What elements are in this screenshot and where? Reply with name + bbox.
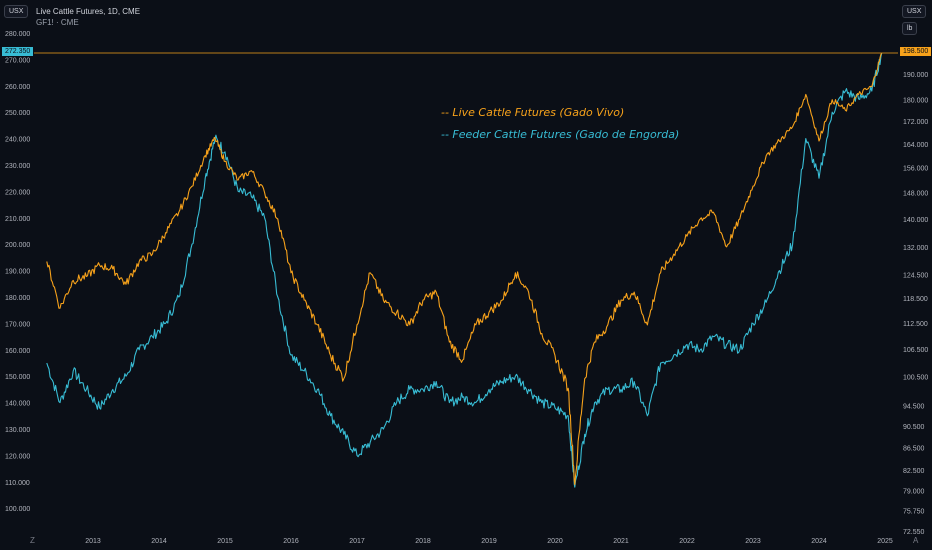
right-tick-label: 79.000 (903, 489, 925, 496)
time-axis: 2013 2014 2015 2016 2017 2018 2019 2020 2021 2022… (85, 538, 893, 545)
left-unit-badge[interactable]: USX (4, 5, 29, 18)
left-axis: 280.000 270.000 260.000 250.000 240.000 230.0… (5, 31, 30, 513)
x-tick-label: 2017 (349, 538, 365, 545)
x-tick-label: 2014 (151, 538, 167, 545)
right-tick-label: 82.500 (903, 468, 925, 475)
right-unit-badge[interactable]: USX (902, 5, 927, 18)
right-tick-label: 148.000 (903, 191, 928, 198)
x-tick-label: 2024 (811, 538, 827, 545)
right-tick-label: 140.000 (903, 217, 928, 224)
left-tick-label: 190.000 (5, 269, 30, 276)
right-tick-label: 94.500 (903, 404, 925, 411)
right-tick-label: 124.500 (903, 273, 928, 280)
left-tick-label: 230.000 (5, 163, 30, 170)
x-tick-label: 2025 (877, 538, 893, 545)
right-tick-label: 112.500 (903, 321, 928, 328)
left-tick-label: 110.000 (5, 480, 30, 487)
right-tick-label: 156.000 (903, 166, 928, 173)
right-tick-label: 164.000 (903, 142, 928, 149)
x-tick-label: 2016 (283, 538, 299, 545)
right-tick-label: 106.500 (903, 347, 928, 354)
legend-live: -- Live Cattle Futures (Gado Vivo) (441, 106, 625, 119)
right-tick-label: 90.500 (903, 424, 925, 431)
x-tick-label: 2019 (481, 538, 497, 545)
left-tick-label: 200.000 (5, 242, 30, 249)
x-tick-label: 2023 (745, 538, 761, 545)
x-tick-label: 2020 (547, 538, 563, 545)
right-tick-label: 132.000 (903, 245, 928, 252)
left-tick-label: 180.000 (5, 295, 30, 302)
left-tick-label: 170.000 (5, 321, 30, 328)
right-tick-label: 118.500 (903, 296, 928, 303)
legend-feeder: -- Feeder Cattle Futures (Gado de Engord… (441, 128, 680, 141)
left-tick-label: 210.000 (5, 216, 30, 223)
left-tick-label: 150.000 (5, 374, 30, 381)
left-tick-label: 280.000 (5, 31, 30, 38)
right-tick-label: 172.000 (903, 119, 928, 126)
right-current-price-tag: 198.500 (900, 47, 932, 56)
left-tick-label: 130.000 (5, 427, 30, 434)
left-tick-label: 240.000 (5, 137, 30, 144)
corner-right-button[interactable]: A (913, 536, 919, 545)
series-group (46, 52, 883, 488)
corner-left-button[interactable]: Z (30, 536, 35, 545)
left-tick-label: 160.000 (5, 348, 30, 355)
x-tick-label: 2021 (613, 538, 629, 545)
x-tick-label: 2018 (415, 538, 431, 545)
left-tick-label: 100.000 (5, 506, 30, 513)
left-current-price-tag: 272.350 (2, 47, 34, 56)
live-cattle-line (46, 52, 883, 486)
right-tick-label: 75.750 (903, 509, 925, 516)
right-tick-label: 180.000 (903, 98, 928, 105)
right-tick-label: 86.500 (903, 446, 925, 453)
x-tick-label: 2022 (679, 538, 695, 545)
right-unit2-badge[interactable]: lb (902, 22, 918, 35)
right-tick-label: 100.500 (903, 374, 928, 381)
left-tick-label: 270.000 (5, 57, 30, 64)
chart-subtitle: GF1! · CME (36, 18, 79, 27)
right-tick-label: 72.550 (903, 529, 925, 536)
x-tick-label: 2015 (217, 538, 233, 545)
left-tick-label: 250.000 (5, 110, 30, 117)
left-tick-label: 140.000 (5, 401, 30, 408)
chart-title: Live Cattle Futures, 1D, CME (36, 7, 141, 16)
feeder-cattle-line (46, 53, 883, 488)
x-tick-label: 2013 (85, 538, 101, 545)
left-tick-label: 220.000 (5, 189, 30, 196)
left-tick-label: 260.000 (5, 84, 30, 91)
right-tick-label: 190.000 (903, 72, 928, 79)
left-tick-label: 120.000 (5, 453, 30, 460)
right-axis: 190.000 180.000 172.000 164.000 156.000 148.0… (903, 72, 928, 536)
